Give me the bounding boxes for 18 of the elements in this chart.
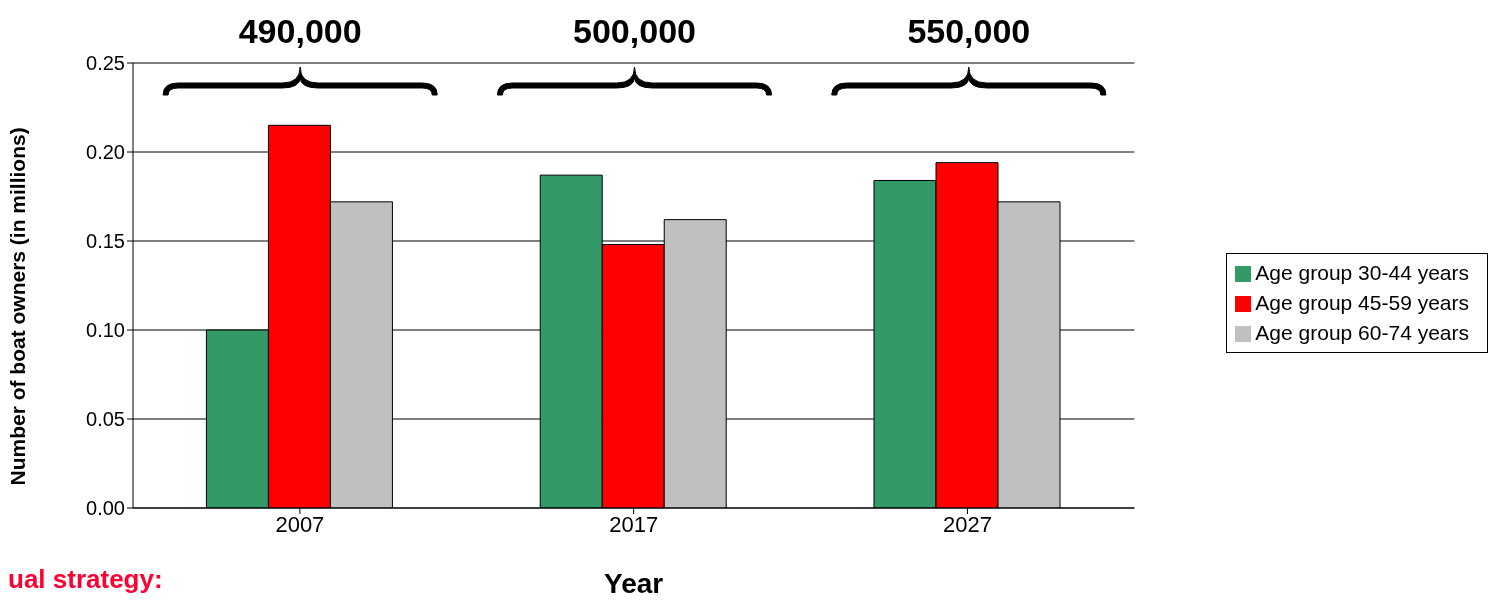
text: 500,000 (573, 12, 696, 50)
legend-label: Age group 60-74 years (1255, 321, 1469, 344)
text: 550,000 (907, 12, 1031, 50)
legend-label: Age group 45-59 years (1255, 291, 1469, 314)
x-tick-label: 2007 (275, 511, 325, 537)
y-axis-title: Number of boat owners (in millions) (6, 127, 30, 486)
text: 490,000 (238, 12, 362, 50)
y-tick-label: 0.10 (86, 319, 125, 342)
y-tick-label: 0.00 (86, 497, 125, 520)
x-axis-title: Year (604, 568, 664, 599)
y-tick-label: 0.15 (86, 230, 125, 253)
y-tick-label: 0.20 (86, 141, 125, 164)
legend-label: Age group 30-44 years (1255, 261, 1469, 284)
text: ual strategy: (8, 564, 163, 595)
x-tick-label: 2027 (942, 511, 992, 537)
y-tick-label: 0.25 (86, 52, 125, 75)
x-tick-label: 2017 (609, 511, 659, 537)
y-tick-label: 0.05 (86, 408, 125, 431)
